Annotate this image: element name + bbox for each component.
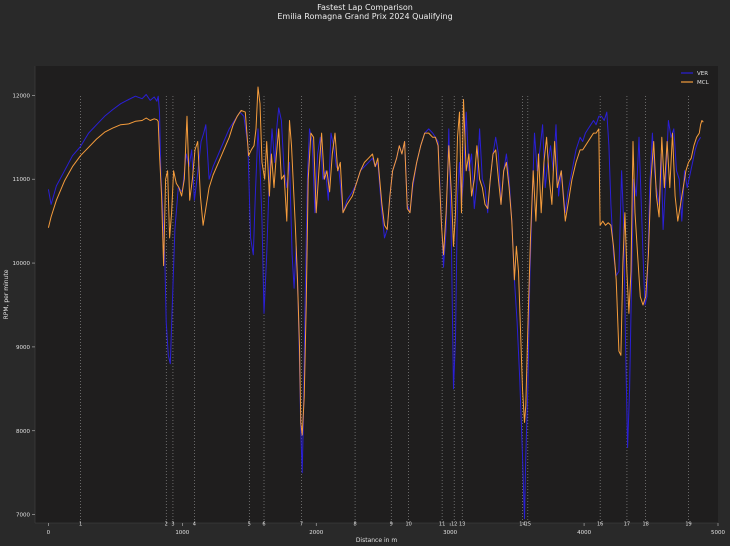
corner-label: 15 bbox=[525, 522, 531, 528]
x-tick-label: 2000 bbox=[309, 530, 323, 536]
y-tick-label: 9000 bbox=[16, 345, 30, 351]
corner-label: 7 bbox=[300, 522, 303, 528]
chart-title: Fastest Lap Comparison bbox=[317, 3, 413, 12]
corner-label: 18 bbox=[642, 522, 648, 528]
y-axis-label: RPM, per minute bbox=[3, 269, 10, 319]
corner-label: 1 bbox=[79, 522, 82, 528]
corner-label: 11 bbox=[439, 522, 445, 528]
corner-label: 12 bbox=[451, 522, 457, 528]
x-tick-label: 3000 bbox=[443, 530, 457, 536]
x-axis-label: Distance in m bbox=[356, 537, 398, 544]
x-tick-label: 1000 bbox=[175, 530, 189, 536]
y-tick-label: 10000 bbox=[13, 261, 31, 267]
x-tick-label: 0 bbox=[47, 530, 51, 536]
corner-label: 17 bbox=[624, 522, 630, 528]
legend-label-ver: VER bbox=[697, 71, 708, 77]
y-tick-label: 8000 bbox=[16, 429, 30, 435]
legend-label-mcl: MCL bbox=[697, 80, 710, 86]
x-tick-label: 4000 bbox=[577, 530, 591, 536]
plot-area bbox=[35, 66, 718, 523]
corner-label: 2 bbox=[165, 522, 168, 528]
y-tick-label: 12000 bbox=[13, 93, 31, 99]
series-line-mcl bbox=[47, 86, 704, 436]
corner-label: 16 bbox=[597, 522, 603, 528]
y-tick-label: 11000 bbox=[13, 177, 31, 183]
corner-label: 4 bbox=[193, 522, 196, 528]
corner-label: 6 bbox=[262, 522, 265, 528]
corner-label: 19 bbox=[685, 522, 691, 528]
corner-label: 14 bbox=[519, 522, 525, 528]
x-tick-label: 5000 bbox=[711, 530, 725, 536]
corner-label: 13 bbox=[459, 522, 465, 528]
chart-subtitle: Emilia Romagna Grand Prix 2024 Qualifyin… bbox=[277, 12, 453, 21]
corner-label: 8 bbox=[353, 522, 356, 528]
corner-label: 3 bbox=[171, 522, 174, 528]
corner-label: 10 bbox=[405, 522, 411, 528]
y-tick-label: 7000 bbox=[16, 513, 30, 519]
corner-label: 9 bbox=[390, 522, 393, 528]
corner-label: 5 bbox=[248, 522, 251, 528]
